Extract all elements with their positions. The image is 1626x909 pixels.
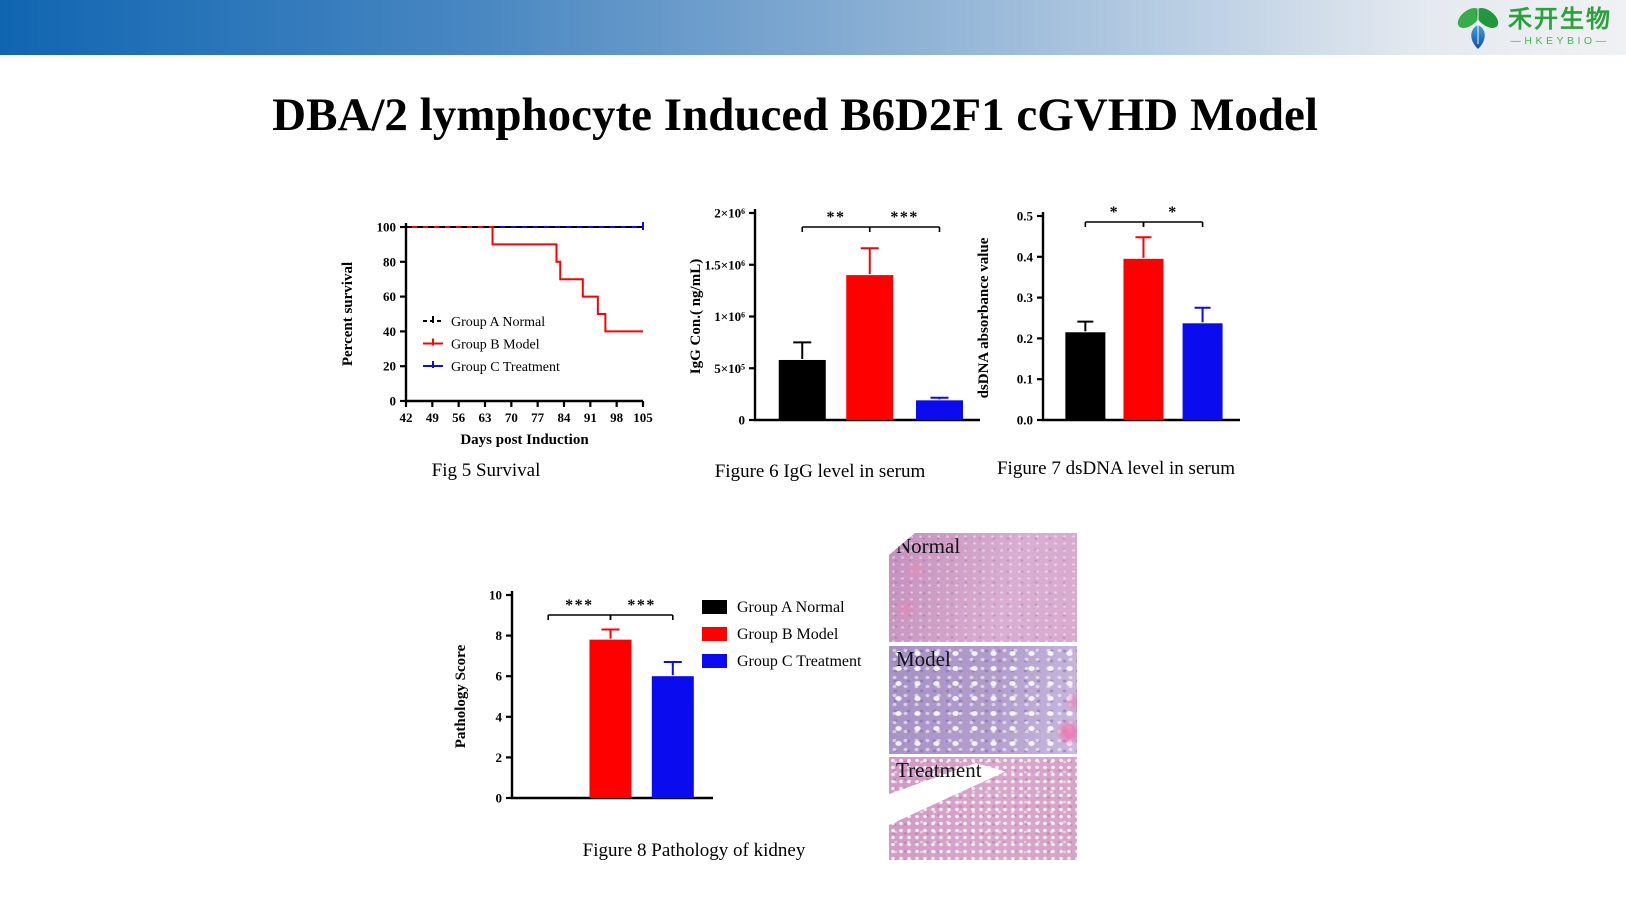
svg-text:42: 42 (400, 410, 413, 425)
svg-text:0.3: 0.3 (1017, 290, 1034, 305)
svg-text:0.4: 0.4 (1017, 249, 1034, 264)
histology-normal-label: Normal (896, 534, 961, 558)
top-accent-bar (0, 0, 1626, 55)
fig7-caption: Figure 7 dsDNA level in serum (996, 458, 1235, 479)
svg-text:1.5×10⁶: 1.5×10⁶ (704, 257, 745, 272)
svg-text:1×10⁶: 1×10⁶ (714, 309, 745, 324)
hkeybio-logo: 禾开生物 —HKEYBIO— (1455, 4, 1612, 50)
logo-text: 禾开生物 —HKEYBIO— (1508, 6, 1612, 47)
svg-text:20: 20 (383, 359, 396, 374)
svg-text:***: *** (627, 597, 656, 614)
igg-bar-chart: 0 5×10⁵ 1×10⁶ 1.5×10⁶ 2×10⁶ IgG Con.( ng/mL) *… (688, 206, 980, 428)
svg-text:0.1: 0.1 (1017, 372, 1033, 387)
svg-text:49: 49 (426, 410, 440, 425)
survival-chart: 0 20 40 60 80 100 Percent survival 42 49 56 63 70 77… (340, 220, 653, 449)
svg-text:***: *** (565, 597, 594, 614)
svg-text:100: 100 (377, 220, 397, 235)
svg-text:60: 60 (383, 289, 396, 304)
logo-brand-cn: 禾开生物 (1508, 6, 1612, 34)
logo-brand-en: —HKEYBIO— (1510, 34, 1610, 47)
svg-text:0: 0 (496, 791, 503, 806)
svg-text:105: 105 (633, 410, 653, 425)
svg-text:77: 77 (531, 410, 545, 425)
svg-text:0.0: 0.0 (1017, 413, 1033, 428)
fig5-caption: Fig 5 Survival (431, 460, 541, 481)
svg-text:*: * (1168, 204, 1178, 221)
pathology-bar-chart: 0 2 4 6 8 10 Pathology Score *** *** Group A Norm… (453, 588, 862, 806)
svg-text:0.2: 0.2 (1017, 331, 1033, 346)
svg-text:Pathology Score: Pathology Score (453, 644, 469, 748)
dsdna-bar-chart: 0.0 0.1 0.2 0.3 0.4 0.5 dsDNA absorbance value… (976, 204, 1240, 428)
svg-text:***: *** (890, 209, 919, 226)
svg-text:63: 63 (479, 410, 493, 425)
svg-text:0.5: 0.5 (1017, 209, 1034, 224)
svg-text:80: 80 (383, 254, 396, 269)
svg-text:Group B Model: Group B Model (451, 338, 540, 353)
svg-text:56: 56 (452, 410, 466, 425)
fig6-caption: Figure 6 IgG level in serum (714, 461, 926, 482)
hkeybio-logo-icon (1457, 8, 1499, 49)
svg-text:84: 84 (558, 410, 572, 425)
svg-text:2×10⁶: 2×10⁶ (714, 206, 745, 221)
histology-model-label: Model (896, 647, 951, 671)
histology-model-image: Model (889, 646, 1077, 754)
fig8-caption: Figure 8 Pathology of kidney (582, 840, 806, 861)
histology-treatment-image: Treatment (889, 757, 1077, 860)
leaf-right (1475, 8, 1499, 28)
svg-text:0: 0 (390, 394, 397, 409)
svg-text:2: 2 (496, 750, 503, 765)
svg-text:40: 40 (383, 324, 396, 339)
svg-text:8: 8 (496, 628, 503, 643)
svg-text:Group C Treatment: Group C Treatment (451, 360, 560, 375)
svg-text:**: ** (827, 209, 846, 226)
leaf-left (1457, 8, 1481, 28)
svg-text:Group B Model: Group B Model (737, 626, 839, 643)
svg-text:Percent survival: Percent survival (340, 262, 356, 366)
histology-treatment-label: Treatment (896, 758, 982, 782)
svg-text:6: 6 (496, 669, 503, 684)
svg-text:70: 70 (505, 410, 518, 425)
svg-text:Group A Normal: Group A Normal (451, 315, 545, 330)
svg-text:*: * (1110, 204, 1120, 221)
svg-text:10: 10 (489, 588, 502, 603)
svg-text:Group C Treatment: Group C Treatment (737, 653, 862, 670)
svg-text:98: 98 (610, 410, 624, 425)
svg-text:5×10⁵: 5×10⁵ (714, 361, 745, 376)
svg-text:0: 0 (739, 413, 746, 428)
svg-text:IgG Con.( ng/mL): IgG Con.( ng/mL) (688, 259, 704, 374)
slide-title: DBA/2 lymphocyte Induced B6D2F1 cGVHD Mo… (272, 89, 1318, 141)
histology-normal-image: Normal (889, 533, 1077, 642)
svg-text:4: 4 (496, 709, 503, 724)
svg-text:Days post Induction: Days post Induction (460, 432, 589, 448)
svg-text:dsDNA absorbance value: dsDNA absorbance value (976, 237, 992, 398)
svg-text:91: 91 (584, 410, 597, 425)
svg-text:Group A Normal: Group A Normal (737, 599, 845, 616)
